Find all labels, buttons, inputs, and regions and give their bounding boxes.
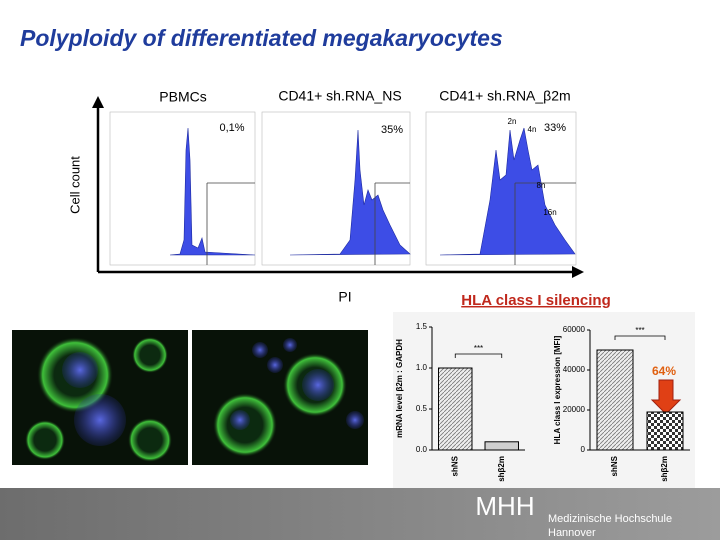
- flow-cytometry: Cell count PI PBMCs CD41+ sh.RNA_NS CD41…: [67, 88, 584, 305]
- y-label: HLA class I expression [MFI]: [553, 335, 562, 444]
- y-label: mRNA level β2m : GAPDH: [395, 339, 404, 438]
- y-tick-label: 1.0: [416, 363, 428, 372]
- panel-label: PBMCs: [159, 89, 206, 105]
- significance-bracket: [614, 335, 666, 340]
- x-tick-label: shβ2m: [660, 456, 669, 482]
- bar: [646, 411, 684, 451]
- arrow: [92, 96, 104, 108]
- ploidy-label: 4n: [528, 125, 537, 134]
- institution: Hannover: [548, 527, 596, 539]
- arrow: [650, 379, 682, 415]
- panel-label: CD41+ sh.RNA_β2m: [439, 88, 570, 104]
- bar: [596, 349, 634, 451]
- y-tick-label: 0.0: [416, 445, 428, 454]
- panel-label: CD41+ sh.RNA_NS: [278, 88, 401, 104]
- ploidy-label: 16n: [543, 208, 556, 217]
- gate-percent: 35%: [381, 124, 403, 136]
- ploidy-label: 8n: [537, 181, 546, 190]
- x-tick-label: shNS: [610, 455, 619, 476]
- y-tick-label: 40000: [563, 365, 586, 374]
- y-label: Cell count: [67, 156, 82, 214]
- microscopy: [12, 330, 368, 465]
- bar: [438, 367, 473, 451]
- significance-bracket: [454, 353, 503, 358]
- gate-percent: 0,1%: [219, 122, 244, 134]
- arrow: [572, 266, 584, 278]
- institution: Medizinische Hochschule: [548, 513, 672, 525]
- bar: [484, 441, 519, 451]
- slide-title: Polyploidy of differentiated megakaryocy…: [20, 25, 503, 51]
- ploidy-label: 2n: [508, 117, 517, 126]
- gate-percent: 33%: [544, 122, 566, 134]
- annotation: 64%: [652, 364, 676, 378]
- x-tick-label: shβ2m: [497, 456, 506, 482]
- y-tick-label: 60000: [563, 325, 586, 334]
- y-tick-label: 0.5: [416, 404, 428, 413]
- significance: ***: [474, 344, 483, 353]
- x-label: PI: [338, 289, 351, 305]
- footer: [0, 488, 720, 540]
- significance: ***: [635, 326, 644, 335]
- y-tick-label: 0: [581, 445, 586, 454]
- charts: mRNA level β2m : GAPDH 0.0 0.5 1.0 1.5 shNS sh…: [395, 322, 690, 482]
- y-tick-label: 20000: [563, 405, 586, 414]
- logo: MHH: [475, 491, 534, 521]
- y-tick-label: 1.5: [416, 322, 428, 331]
- x-tick-label: shNS: [450, 455, 459, 476]
- section-title: HLA class I silencing: [461, 292, 611, 309]
